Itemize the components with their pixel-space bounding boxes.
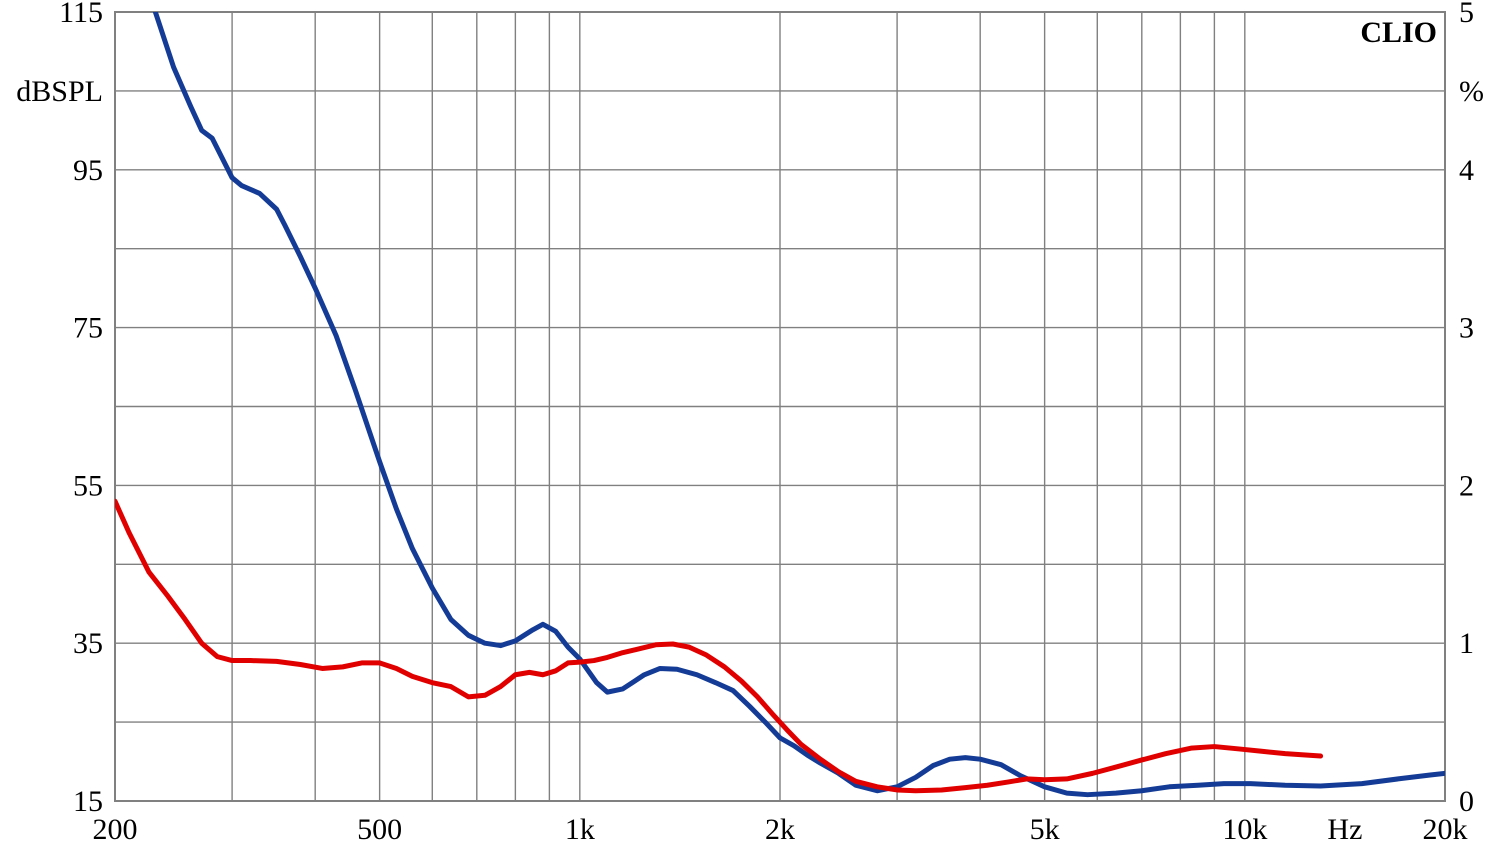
y-right-tick-labels: 012345 <box>1459 0 1474 818</box>
x-tick: 5k <box>1030 813 1060 846</box>
y-right-unit-label: % <box>1459 75 1484 108</box>
x-unit-label: Hz <box>1327 813 1362 846</box>
y-left-tick: 55 <box>73 469 103 502</box>
x-tick: 10k <box>1222 813 1267 846</box>
y-right-tick: 3 <box>1459 312 1474 345</box>
x-tick: 200 <box>93 813 138 846</box>
y-right-tick: 2 <box>1459 469 1474 502</box>
x-tick: 20k <box>1423 813 1468 846</box>
y-right-tick: 4 <box>1459 154 1474 187</box>
y-left-tick: 35 <box>73 627 103 660</box>
x-tick: 2k <box>765 813 795 846</box>
clio-brand-label: CLIO <box>1360 16 1437 49</box>
y-left-tick: 115 <box>59 0 103 29</box>
y-left-tick: 95 <box>73 154 103 187</box>
frequency-response-chart: 1535557595115 012345 2005001k2k5k10k20k … <box>0 0 1500 864</box>
x-tick: 1k <box>565 813 595 846</box>
y-left-unit-label: dBSPL <box>16 75 103 108</box>
y-right-tick: 1 <box>1459 627 1474 660</box>
chart-grid <box>115 12 1445 801</box>
x-tick: 500 <box>357 813 402 846</box>
y-left-tick: 75 <box>73 312 103 345</box>
x-tick-labels: 200 500 1k 2k 5k 10k 20k <box>93 813 1468 846</box>
y-right-tick: 5 <box>1459 0 1474 29</box>
y-left-tick-labels: 1535557595115 <box>59 0 103 818</box>
